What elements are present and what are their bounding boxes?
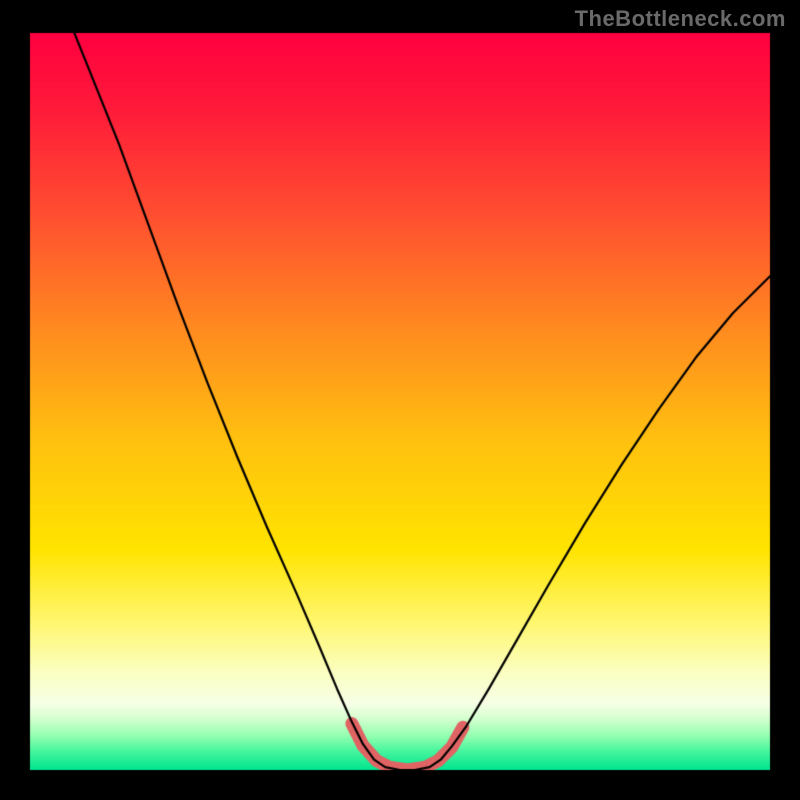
chart-stage: TheBottleneck.com <box>0 0 800 800</box>
watermark-text: TheBottleneck.com <box>575 6 786 32</box>
bottleneck-curve-chart <box>0 0 800 800</box>
